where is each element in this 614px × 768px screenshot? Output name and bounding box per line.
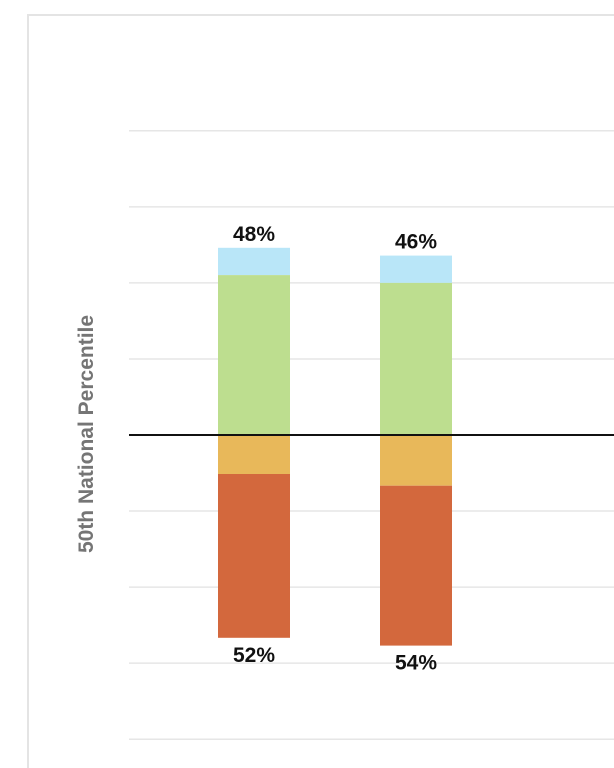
bar-segment-1 [218, 247, 290, 276]
chart-panel [27, 14, 614, 768]
data-label-above: 48% [233, 223, 275, 246]
data-label-below: 54% [395, 652, 437, 675]
bar-segment-3 [380, 435, 452, 486]
bar-segment-2 [380, 282, 452, 435]
bar-segment-3 [218, 435, 290, 474]
bar-segment-1 [380, 255, 452, 283]
bar-segment-4 [218, 474, 290, 638]
bar-segment-4 [380, 485, 452, 646]
data-label-above: 46% [395, 231, 437, 254]
bar-segment-2 [218, 275, 290, 435]
y-axis-label: 50th National Percentile [75, 314, 98, 554]
data-label-below: 52% [233, 644, 275, 667]
